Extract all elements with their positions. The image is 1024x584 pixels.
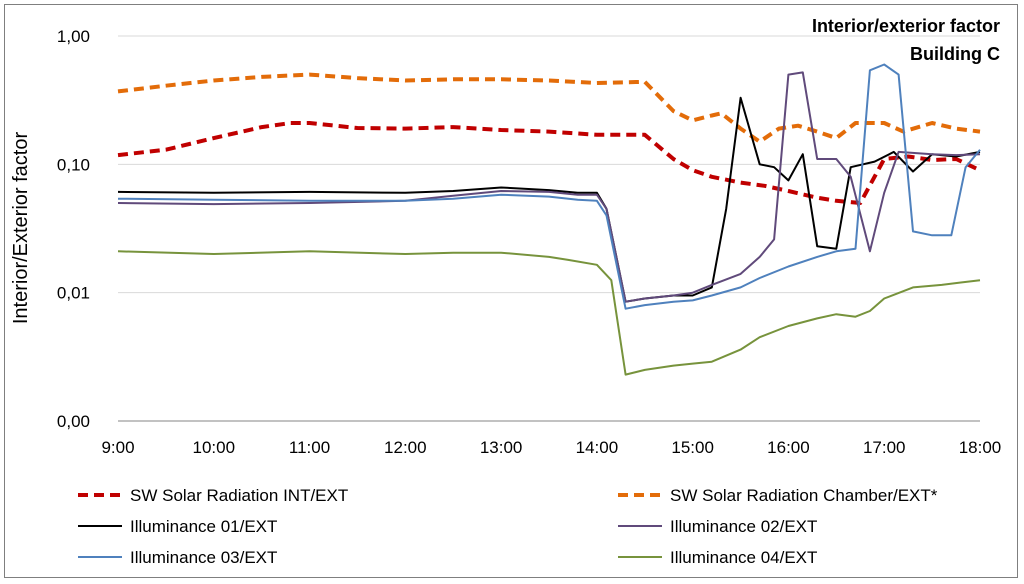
series-line (117, 250, 981, 376)
series-line (117, 71, 981, 303)
series-line (117, 121, 981, 205)
gridlines (118, 35, 980, 422)
x-tick-label: 16:00 (767, 438, 810, 457)
y-tick-label: 1,00 (57, 27, 90, 46)
legend-label: SW Solar Radiation INT/EXT (130, 486, 348, 505)
x-tick-label: 9:00 (101, 438, 134, 457)
y-tick-label: 0,01 (57, 284, 90, 303)
axis-ticks: 1,00 0,10 0,01 0,00 9:00 10:00 11:00 12:00 13:00… (57, 27, 1001, 457)
y-tick-label: 0,10 (57, 155, 90, 174)
series-line (117, 72, 981, 144)
series-line (117, 63, 981, 310)
chart-frame (4, 4, 1018, 578)
chart-title: Interior/exterior factor (812, 16, 1000, 36)
x-tick-label: 15:00 (671, 438, 714, 457)
legend-label: Illuminance 01/EXT (130, 517, 277, 536)
y-tick-label: 0,00 (57, 412, 90, 431)
x-tick-label: 18:00 (959, 438, 1002, 457)
x-tick-label: 11:00 (289, 438, 330, 457)
x-tick-label: 17:00 (863, 438, 906, 457)
x-tick-label: 10:00 (193, 438, 236, 457)
legend-label: Illuminance 02/EXT (670, 517, 817, 536)
x-tick-label: 13:00 (480, 438, 523, 457)
legend: SW Solar Radiation INT/EXT SW Solar Radia… (78, 486, 938, 567)
series-line (117, 96, 981, 303)
legend-label: SW Solar Radiation Chamber/EXT* (670, 486, 938, 505)
x-tick-label: 14:00 (576, 438, 619, 457)
legend-label: Illuminance 04/EXT (670, 548, 817, 567)
legend-label: Illuminance 03/EXT (130, 548, 277, 567)
chart-subtitle: Building C (910, 44, 1000, 64)
series-lines (117, 63, 981, 376)
x-tick-label: 12:00 (384, 438, 427, 457)
y-axis-label: Interior/Exterior factor (10, 132, 32, 325)
